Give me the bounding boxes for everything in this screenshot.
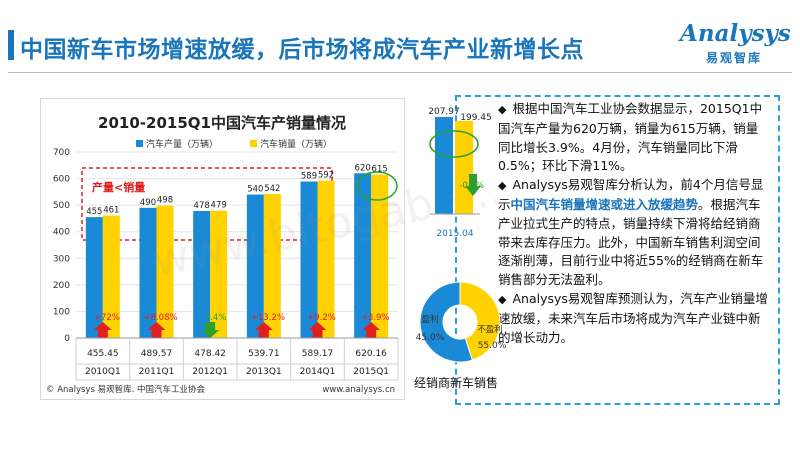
- data-label-sales: 592: [318, 171, 334, 181]
- diamond-bullet-icon: ◆: [498, 292, 507, 306]
- growth-label: +13.2%: [251, 313, 285, 323]
- donut-slice-nonprofit: [419, 281, 473, 363]
- page-title: 中国新车市场增速放缓，后市场将成汽车产业新增长点: [20, 37, 584, 63]
- table-value: 489.57: [141, 349, 173, 359]
- growth-label: +3.9%: [361, 313, 390, 323]
- growth-label: +9.2%: [307, 313, 336, 323]
- y-tick-label: 300: [53, 254, 70, 264]
- x-tick-label: 2014Q1: [300, 367, 336, 377]
- donut-label-profit: 盈利: [421, 314, 438, 325]
- donut-label-nonprofit: 不盈利: [477, 324, 503, 335]
- bar-sales: [156, 205, 174, 338]
- growth-up-arrow-icon: [308, 322, 327, 338]
- bar-production: [85, 217, 103, 338]
- data-label-sales: 542: [264, 184, 280, 194]
- data-label-production: 620: [355, 163, 371, 173]
- q1-2015-highlight-ellipse: [356, 171, 398, 201]
- growth-label: +72%: [94, 313, 120, 323]
- x-tick-label: 2013Q1: [246, 367, 282, 377]
- legend-swatch-sales: [250, 140, 257, 147]
- bar-production: [193, 210, 211, 338]
- bar-sales: [317, 180, 335, 338]
- source-note: © Analysys 易观智库. 中国汽车工业协会: [46, 384, 205, 395]
- growth-up-arrow-icon: [93, 322, 112, 338]
- data-label-production: 478: [194, 201, 210, 211]
- x-tick-label: 2010Q1: [85, 367, 121, 377]
- mini-label-production: 207.97: [428, 107, 460, 117]
- donut-value-nonprofit: 55.0%: [478, 341, 507, 351]
- mini-bar-production: [435, 116, 453, 214]
- y-tick-label: 700: [53, 148, 70, 158]
- title-accent-bar: [8, 30, 14, 60]
- donut-title: 经销商新车销售: [414, 375, 498, 390]
- data-label-sales: 479: [211, 201, 227, 211]
- bullet-1: ◆ 根据中国汽车工业协会数据显示，2015Q1中国汽车产量为620万辆，销量为61…: [498, 101, 763, 174]
- bar-production: [246, 194, 264, 338]
- bar-production: [300, 181, 318, 338]
- table-value: 589.17: [302, 349, 334, 359]
- x-tick-label: 2012Q1: [192, 367, 228, 377]
- legend-label-sales: 汽车销量（万辆）: [260, 138, 332, 150]
- dealer-profit-donut-chart: 盈利 45.0% 不盈利 55.0% 经销商新车销售: [414, 281, 507, 390]
- bar-sales: [210, 210, 228, 338]
- growth-down-arrow-icon: [201, 322, 220, 338]
- data-label-production: 490: [140, 198, 156, 208]
- logo-subtitle: 易观智库: [706, 51, 763, 65]
- mini-highlight-ellipse: [429, 130, 479, 158]
- mini-down-arrow-icon: [465, 174, 481, 196]
- data-label-production: 455: [86, 207, 102, 217]
- header-divider: [8, 72, 792, 73]
- diamond-bullet-icon: ◆: [498, 179, 507, 193]
- table-value: 478.42: [194, 349, 226, 359]
- legend-swatch-production: [136, 140, 143, 147]
- y-tick-label: 400: [53, 228, 70, 238]
- mini-label-sales: 199.45: [460, 113, 492, 123]
- data-label-sales: 615: [372, 165, 388, 175]
- donut-value-profit: 45.0%: [416, 333, 445, 343]
- data-label-production: 589: [301, 171, 317, 181]
- analysys-logo: Analysys 易观智库: [680, 16, 791, 66]
- table-value: 455.45: [87, 349, 119, 359]
- table-value: 620.16: [355, 349, 387, 359]
- y-tick-label: 200: [53, 281, 70, 291]
- x-tick-label: 2015Q1: [353, 367, 389, 377]
- y-tick-label: 100: [53, 307, 70, 317]
- y-tick-label: 0: [64, 334, 70, 344]
- bullet-2: ◆ Analysys易观智库分析认为，前4个月信号显示中国汽车销量增速或进入放缓趋…: [498, 177, 764, 288]
- growth-up-arrow-icon: [362, 322, 381, 338]
- x-tick-label: 2011Q1: [139, 367, 175, 377]
- data-label-sales: 461: [103, 206, 119, 216]
- mini-bar-sales: [455, 120, 473, 214]
- bar-sales: [263, 193, 281, 338]
- growth-label: +8.08%: [143, 313, 177, 323]
- bar-sales: [102, 215, 120, 338]
- diamond-bullet-icon: ◆: [498, 103, 507, 116]
- table-value: 539.71: [248, 349, 279, 359]
- bar-production: [354, 173, 372, 338]
- analysis-panel: [455, 95, 780, 405]
- chart-title: 2010-2015Q1中国汽车产销量情况: [98, 114, 346, 132]
- legend-label-production: 汽车产量（万辆）: [146, 138, 218, 150]
- mini-x-tick-label: 2015.04: [436, 229, 473, 239]
- site-url: www.analysys.cn: [322, 385, 395, 395]
- bullet-3: ◆ Analysys易观智库预测认为，汽车产业销量增速放缓，未来汽车后市场将成为汽…: [498, 290, 768, 345]
- data-label-production: 540: [247, 185, 263, 195]
- logo-wordmark: Analysys: [680, 20, 791, 47]
- growth-label: -3.4%: [202, 313, 227, 323]
- bar-production: [139, 207, 157, 338]
- data-label-sales: 498: [157, 196, 173, 206]
- bar-sales: [371, 174, 389, 338]
- analysis-bullets: ◆ 根据中国汽车工业协会数据显示，2015Q1中国汽车产量为620万辆，销量为61…: [498, 100, 770, 347]
- y-tick-label: 500: [53, 201, 70, 211]
- donut-slice-profit: [459, 281, 501, 361]
- growth-up-arrow-icon: [147, 322, 166, 338]
- highlighted-trend: 中国汽车销量增速或进入放缓趋势: [510, 196, 699, 212]
- y-tick-label: 600: [53, 175, 70, 185]
- annotation-label: 产量<销量: [92, 180, 145, 194]
